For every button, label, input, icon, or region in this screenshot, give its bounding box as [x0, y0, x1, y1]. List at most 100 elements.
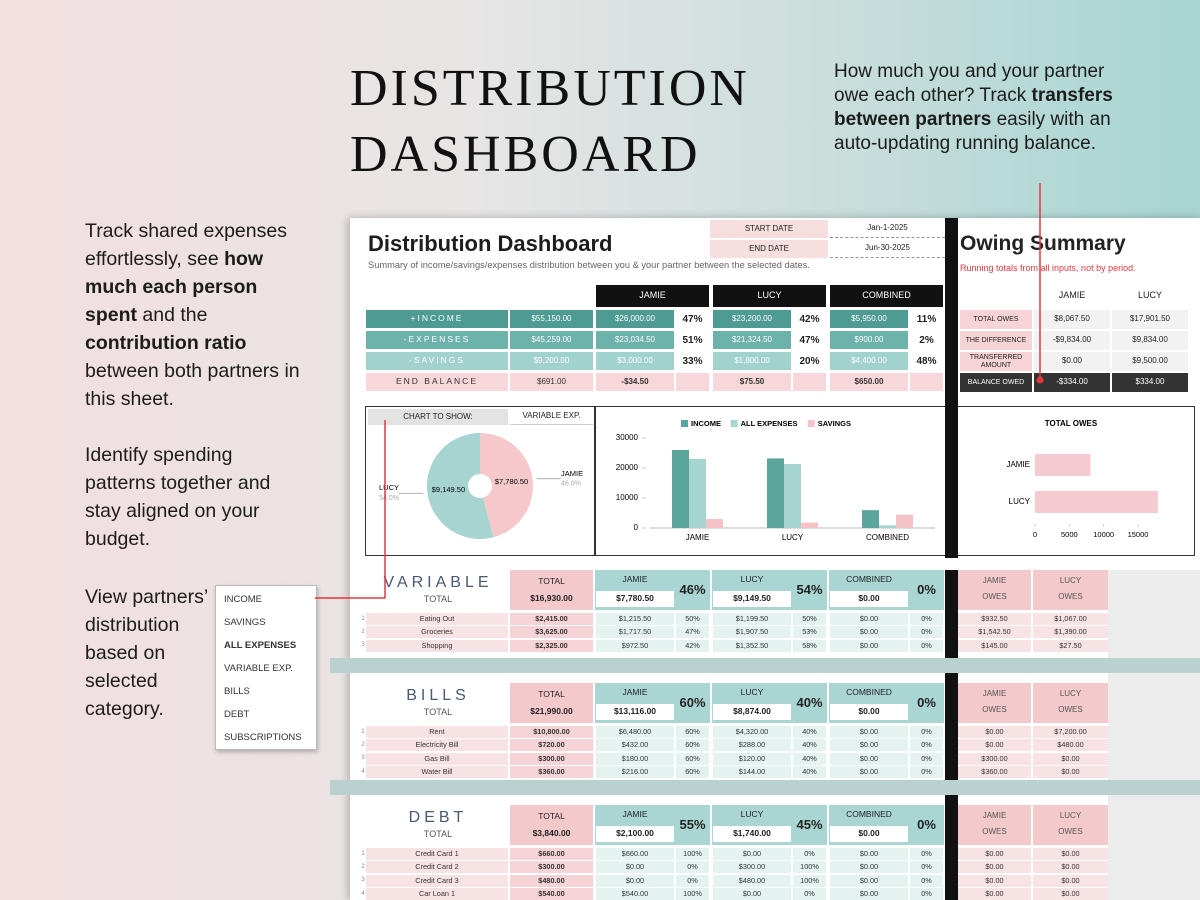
- owes-header: LUCY: [1059, 689, 1082, 699]
- text: easily with an auto-updating running bal…: [834, 109, 1111, 154]
- group-value: $5,950.00: [830, 310, 908, 328]
- partner-value: $0.00: [830, 704, 908, 720]
- row-cell: 50%: [676, 613, 709, 625]
- total-header: TOTAL: [538, 689, 565, 700]
- row-cell: $360.00: [510, 765, 593, 778]
- row-cell: $288.00: [713, 739, 791, 752]
- row-cell: $2,415.00: [510, 613, 593, 625]
- row-cell: $300.00: [713, 861, 791, 874]
- group-percent: 47%: [793, 331, 826, 349]
- group-value: $21,324.50: [713, 331, 791, 349]
- dropdown-option[interactable]: BILLS: [224, 685, 250, 697]
- section-gap: [330, 780, 1200, 795]
- dropdown-option[interactable]: VARIABLE EXP.: [224, 662, 293, 674]
- owes-header: OWES: [982, 592, 1007, 602]
- row-cell: 0%: [910, 887, 943, 900]
- dropdown-option[interactable]: DEBT: [224, 708, 250, 720]
- row-index: 2: [358, 739, 368, 752]
- owe-note: How much you and your partner owe each o…: [834, 60, 1139, 156]
- group-percent: 20%: [793, 352, 826, 370]
- row-cell: $0.00: [958, 739, 1031, 752]
- date-label: END DATE: [710, 240, 828, 258]
- pie-percent-label: 46.0%: [561, 481, 581, 488]
- partner-name: JAMIE: [622, 574, 648, 585]
- group-percent: 47%: [676, 310, 709, 328]
- date-value: Jan-1-2025: [830, 220, 945, 238]
- total-header-bg: [510, 570, 593, 610]
- section-total-label: TOTAL: [423, 707, 453, 718]
- partner-name: COMBINED: [846, 574, 892, 585]
- partner-name: COMBINED: [846, 687, 892, 698]
- legend-swatch: [681, 420, 688, 427]
- group-percent: 33%: [676, 352, 709, 370]
- pie-category-label: LUCY: [379, 483, 399, 492]
- row-cell: $972.50: [596, 639, 674, 652]
- row-cell: $540.00: [596, 887, 674, 900]
- owes-header-bg: [958, 805, 1031, 845]
- total-header: TOTAL: [538, 576, 565, 587]
- row-cell: 0%: [676, 861, 709, 874]
- row-cell: $0.00: [596, 874, 674, 887]
- group-value: $75.50: [713, 373, 791, 391]
- section-name: DEBT: [408, 809, 468, 827]
- row-index: 1: [358, 613, 368, 625]
- row-cell: Groceries: [366, 626, 508, 639]
- total-value: $16,930.00: [530, 593, 573, 604]
- x-tick-label: 5000: [1061, 530, 1078, 539]
- owing-label: TRANSFERRED AMOUNT: [960, 352, 1032, 371]
- group-value: -$34.50: [596, 373, 674, 391]
- x-tick-label: LUCY: [782, 533, 804, 542]
- text: between both partners in this sheet.: [85, 360, 300, 410]
- x-tick-label: 0: [1033, 530, 1037, 539]
- total-header-bg: [510, 683, 593, 723]
- row-cell: $27.50: [1033, 639, 1108, 652]
- dropdown-option[interactable]: SUBSCRIPTIONS: [224, 731, 302, 743]
- row-cell: 0%: [910, 613, 943, 625]
- row-cell: $0.00: [830, 765, 908, 778]
- column-header: JAMIE: [596, 285, 709, 307]
- row-cell: $216.00: [596, 765, 674, 778]
- section-gap: [330, 658, 1200, 673]
- owes-header-bg: [958, 683, 1031, 723]
- owing-label: BALANCE OWED: [960, 373, 1032, 392]
- owing-value: -$9,834.00: [1034, 331, 1110, 350]
- partner-value: $0.00: [830, 826, 908, 842]
- partner-value: $1,740.00: [713, 826, 791, 842]
- x-tick-label: 10000: [1093, 530, 1114, 539]
- row-cell: $2,325.00: [510, 639, 593, 652]
- owes-header: OWES: [982, 827, 1007, 837]
- row-cell: 60%: [676, 765, 709, 778]
- row-total: $55,150.00: [510, 310, 593, 328]
- row-cell: $180.00: [596, 752, 674, 765]
- dropdown-option[interactable]: SAVINGS: [224, 616, 266, 628]
- row-cell: $0.00: [958, 874, 1031, 887]
- row-index: 3: [358, 639, 368, 652]
- row-cell: $6,480.00: [596, 726, 674, 738]
- row-cell: 60%: [676, 752, 709, 765]
- category-label: JAMIE: [1006, 460, 1030, 469]
- owing-value: $17,901.50: [1112, 310, 1188, 329]
- owing-note: Running totals from all inputs, not by p…: [960, 263, 1136, 274]
- dropdown-option[interactable]: ALL EXPENSES: [224, 639, 297, 651]
- partner-name: COMBINED: [846, 809, 892, 820]
- row-cell: $7,200.00: [1033, 726, 1108, 738]
- owes-header: OWES: [1058, 592, 1083, 602]
- bar: [879, 525, 896, 528]
- partner-percent: 0%: [917, 816, 936, 832]
- row-cell: $932.50: [958, 613, 1031, 625]
- partner-name: LUCY: [740, 687, 764, 698]
- group-percent: 48%: [910, 352, 943, 370]
- owes-header: LUCY: [1059, 576, 1082, 586]
- row-cell: $0.00: [596, 861, 674, 874]
- row-cell: 100%: [793, 874, 826, 887]
- title-line: DISTRIBUTION: [350, 60, 750, 117]
- pie-slice: [427, 433, 494, 539]
- row-cell: $300.00: [510, 861, 593, 874]
- legend-label: INCOME: [691, 419, 721, 428]
- owing-header: LUCY: [1137, 290, 1162, 301]
- section-total-label: TOTAL: [423, 594, 453, 605]
- row-index: 2: [358, 861, 368, 874]
- dropdown-option[interactable]: INCOME: [224, 593, 262, 605]
- row-cell: $3,625.00: [510, 626, 593, 639]
- section-name: BILLS: [406, 687, 470, 705]
